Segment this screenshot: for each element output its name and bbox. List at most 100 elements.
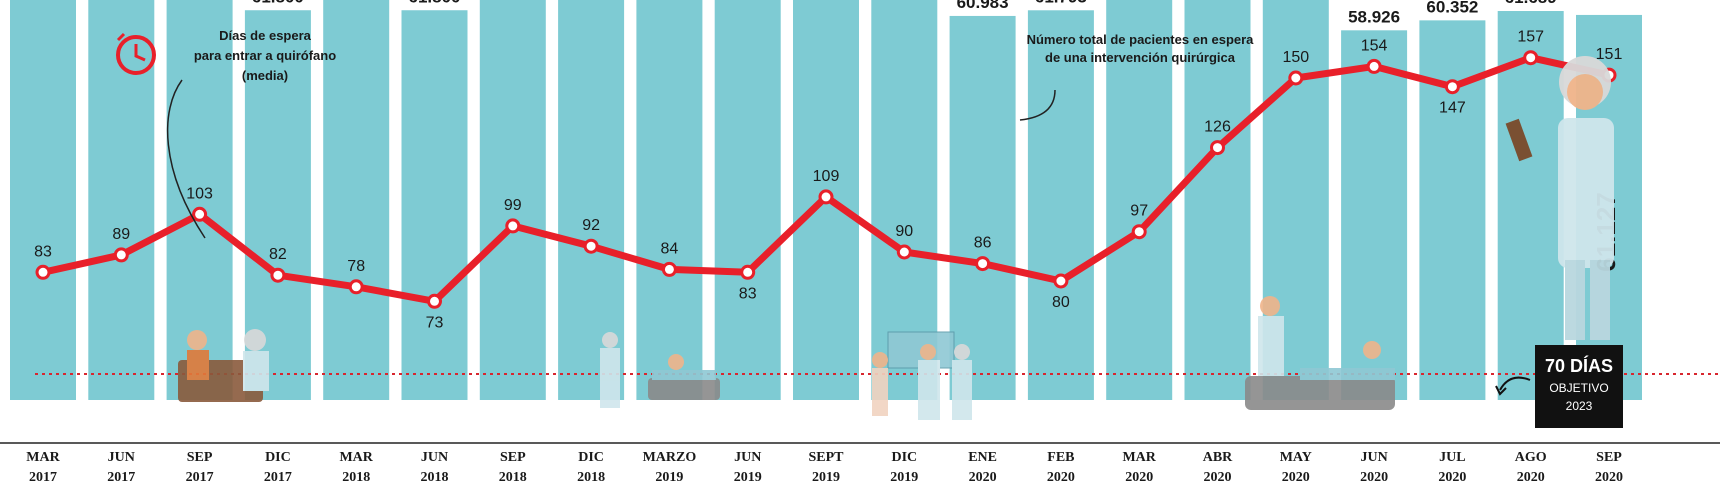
tick-year-9: 2019 bbox=[734, 470, 762, 485]
tick-year-3: 2017 bbox=[264, 470, 292, 485]
days-point-1 bbox=[113, 247, 129, 263]
days-label-9: 83 bbox=[739, 285, 757, 302]
tick-month-14: MAR bbox=[1122, 450, 1156, 465]
tick-year-10: 2019 bbox=[812, 470, 840, 485]
bar-15 bbox=[1184, 0, 1251, 400]
bar-5 bbox=[401, 10, 468, 401]
line-note-1: Días de espera bbox=[219, 28, 312, 43]
tick-month-10: SEPT bbox=[808, 450, 844, 465]
target-title: 70 DÍAS bbox=[1545, 355, 1613, 376]
target-box-bg bbox=[1535, 345, 1623, 428]
days-label-15: 126 bbox=[1204, 119, 1231, 136]
bar-17 bbox=[1341, 30, 1408, 400]
days-label-12: 86 bbox=[974, 235, 992, 252]
days-point-4 bbox=[348, 279, 364, 295]
days-point-5 bbox=[427, 293, 442, 309]
tick-month-13: FEB bbox=[1047, 450, 1074, 465]
bar-8 bbox=[636, 0, 703, 401]
tick-year-14: 2020 bbox=[1125, 470, 1153, 485]
days-point-6 bbox=[505, 218, 521, 234]
days-point-8 bbox=[661, 261, 677, 277]
tick-year-15: 2020 bbox=[1204, 470, 1232, 485]
days-label-14: 97 bbox=[1130, 203, 1148, 220]
line-note: Días de espera para entrar a quirófano (… bbox=[166, 28, 336, 239]
bar-19 bbox=[1497, 11, 1564, 401]
days-point-9 bbox=[740, 264, 756, 280]
bar-note-2: de una intervención quirúrgica bbox=[1045, 50, 1236, 65]
clock-icon bbox=[116, 32, 156, 75]
line-note-pointer bbox=[166, 79, 206, 239]
tick-month-0: MAR bbox=[26, 450, 60, 465]
days-label-0: 83 bbox=[34, 243, 52, 260]
days-point-13 bbox=[1053, 273, 1069, 289]
standing-doctor-illustration bbox=[1505, 56, 1614, 340]
days-label-13: 80 bbox=[1052, 294, 1070, 311]
tick-year-12: 2020 bbox=[969, 470, 997, 485]
tick-year-20: 2020 bbox=[1595, 470, 1623, 485]
tick-year-7: 2018 bbox=[577, 470, 605, 485]
bar-label-17: 58.926 bbox=[1348, 7, 1400, 26]
tick-year-19: 2020 bbox=[1517, 470, 1545, 485]
tick-month-7: DIC bbox=[578, 450, 604, 465]
days-label-3: 82 bbox=[269, 246, 287, 263]
tick-year-0: 2017 bbox=[29, 470, 57, 485]
bar-label-5: 61.800 bbox=[409, 0, 461, 6]
days-points bbox=[35, 50, 1617, 309]
bar-label-3: 61.800 bbox=[252, 0, 304, 6]
days-label-10: 109 bbox=[813, 168, 840, 185]
tick-year-11: 2019 bbox=[890, 470, 918, 485]
days-label-16: 150 bbox=[1282, 49, 1309, 66]
target-arrow bbox=[1499, 376, 1531, 391]
bar-0 bbox=[10, 0, 76, 401]
tick-month-8: MARZO bbox=[643, 450, 697, 465]
days-point-14 bbox=[1131, 224, 1147, 240]
medical-team-illustration bbox=[872, 331, 972, 420]
days-label-2: 103 bbox=[186, 185, 213, 202]
bar-9 bbox=[714, 0, 781, 401]
days-label-6: 99 bbox=[504, 197, 522, 214]
days-label-5: 73 bbox=[426, 314, 444, 331]
tick-year-4: 2018 bbox=[342, 470, 370, 485]
hospital-bed-illustration bbox=[600, 332, 720, 408]
line-note-2: para entrar a quirófano bbox=[194, 48, 336, 63]
doctor-patient-illustration bbox=[178, 329, 269, 402]
tick-month-16: MAY bbox=[1280, 450, 1312, 465]
bar-label-18: 60.352 bbox=[1426, 0, 1478, 16]
tick-month-5: JUN bbox=[421, 450, 448, 465]
target-year: 2023 bbox=[1566, 399, 1593, 413]
days-point-7 bbox=[583, 238, 599, 254]
tick-year-2: 2017 bbox=[186, 470, 214, 485]
bar-13 bbox=[1027, 10, 1094, 401]
bar-6 bbox=[479, 0, 546, 401]
bar-note-pointer bbox=[1019, 89, 1056, 121]
tick-month-20: SEP bbox=[1596, 450, 1622, 465]
tick-month-18: JUL bbox=[1439, 450, 1465, 465]
days-label-20: 151 bbox=[1596, 46, 1623, 63]
tick-year-5: 2018 bbox=[421, 470, 449, 485]
days-point-16 bbox=[1288, 70, 1304, 86]
days-value-labels: 83 89 103 82 78 73 99 92 84 83 109 90 86 80 97 126 150 15… bbox=[34, 29, 1622, 332]
tick-year-1: 2017 bbox=[107, 470, 135, 485]
tick-month-3: DIC bbox=[265, 450, 291, 465]
x-axis-ticks: MAR 2017 JUN 2017 SEP 2017 DIC 2017 MAR 2018 JUN 20… bbox=[26, 450, 1623, 485]
days-point-0 bbox=[35, 264, 51, 280]
bar-4 bbox=[323, 0, 390, 400]
days-label-19: 157 bbox=[1517, 29, 1544, 46]
tick-month-1: JUN bbox=[108, 450, 135, 465]
bar-label-12: 60.983 bbox=[957, 0, 1009, 12]
tick-year-8: 2019 bbox=[655, 470, 683, 485]
tick-month-12: ENE bbox=[968, 450, 997, 465]
tick-year-18: 2020 bbox=[1438, 470, 1466, 485]
nurse-bed-illustration bbox=[1245, 296, 1395, 410]
target-box: 70 DÍAS OBJETIVO 2023 bbox=[1495, 345, 1623, 428]
days-label-4: 78 bbox=[347, 258, 365, 275]
days-label-17: 154 bbox=[1361, 37, 1388, 54]
days-point-15 bbox=[1210, 140, 1225, 156]
tick-month-19: AGO bbox=[1515, 450, 1547, 465]
bar-12 bbox=[949, 15, 1016, 400]
days-label-7: 92 bbox=[582, 217, 600, 234]
tick-year-13: 2020 bbox=[1047, 470, 1075, 485]
tick-year-16: 2020 bbox=[1282, 470, 1310, 485]
days-label-8: 84 bbox=[661, 240, 679, 257]
bar-14 bbox=[1106, 0, 1173, 401]
